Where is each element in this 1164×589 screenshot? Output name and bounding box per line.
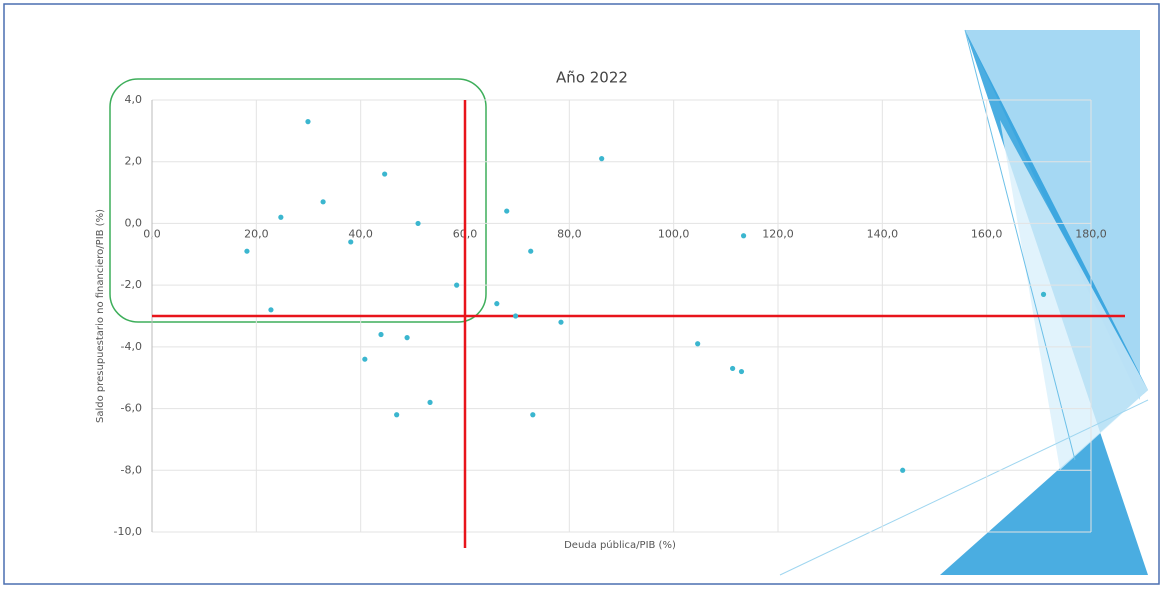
point <box>558 319 564 325</box>
point <box>730 365 736 372</box>
x-tick-label: 120,0 <box>762 227 794 240</box>
x-tick-label: 40,0 <box>348 227 373 240</box>
chart-title: Año 2022 <box>556 69 628 87</box>
point <box>404 335 410 341</box>
point <box>530 412 536 418</box>
x-tick-label: 100,0 <box>658 227 690 240</box>
plot: 0,020,040,060,080,0100,0120,0140,0160,01… <box>114 93 1125 548</box>
point <box>513 313 519 319</box>
y-tick-label: -6,0 <box>121 402 142 415</box>
point <box>378 331 384 338</box>
y-tick-label: 2,0 <box>125 155 143 168</box>
point <box>695 341 701 347</box>
point <box>394 412 400 418</box>
x-tick-label: 20,0 <box>244 227 269 240</box>
y-tick-label: 0,0 <box>125 216 143 229</box>
point <box>738 368 745 375</box>
point <box>740 233 747 239</box>
y-tick-label: -4,0 <box>121 340 142 353</box>
x-axis-label: Deuda pública/PIB (%) <box>564 539 676 551</box>
point <box>244 248 250 254</box>
point <box>415 220 421 227</box>
y-tick-label: -8,0 <box>121 463 142 476</box>
x-tick-label: 160,0 <box>971 227 1003 240</box>
point <box>1040 291 1047 297</box>
point <box>382 171 388 177</box>
point <box>504 208 510 214</box>
point <box>454 282 460 288</box>
point <box>268 307 274 313</box>
y-tick-label: -10,0 <box>114 525 142 538</box>
x-tick-label: 140,0 <box>867 227 899 240</box>
y-axis-label: Saldo presupuestario no financiero/PIB (… <box>95 209 106 423</box>
x-tick-label: 180,0 <box>1075 227 1107 240</box>
point <box>305 119 311 125</box>
highlight-box <box>109 78 487 323</box>
point <box>348 239 354 245</box>
point <box>900 467 906 473</box>
decoration <box>779 29 1149 576</box>
y-tick-label: -2,0 <box>121 278 142 291</box>
frame <box>3 3 1160 585</box>
y-tick-label: 4,0 <box>125 93 143 106</box>
point <box>362 356 368 362</box>
x-tick-label: 80,0 <box>557 227 582 240</box>
point <box>427 399 433 405</box>
point <box>494 301 500 307</box>
point <box>599 156 605 162</box>
point <box>278 214 284 220</box>
point <box>528 248 534 254</box>
point <box>320 199 326 205</box>
